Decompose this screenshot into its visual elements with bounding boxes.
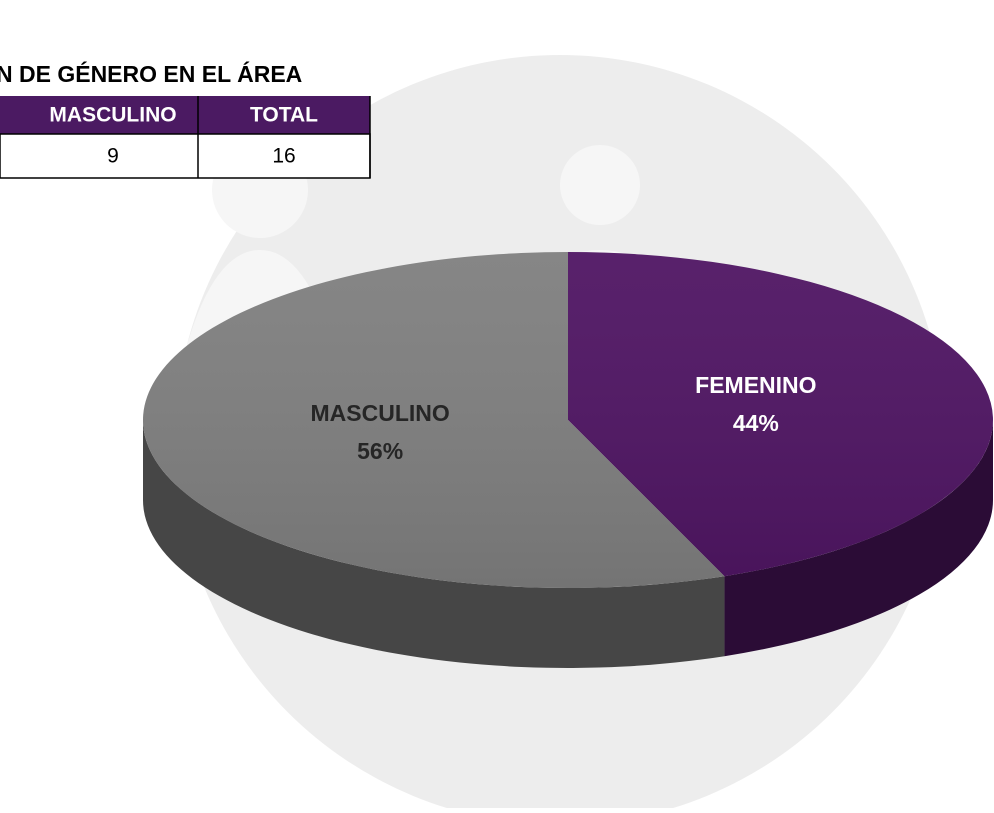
slice-side — [724, 420, 993, 657]
table-title: N DE GÉNERO EN EL ÁREA — [0, 60, 302, 87]
header-row — [0, 96, 370, 134]
pie-shine — [143, 252, 993, 588]
pie-chart: FEMENINO 44% MASCULINO 56% — [143, 252, 994, 668]
slice-side — [143, 420, 725, 668]
slice-category: MASCULINO — [310, 400, 449, 426]
table-cell: 16 — [272, 145, 295, 168]
data-table: MASCULINO TOTAL 9 16 — [0, 96, 371, 179]
slice-value-label: 56% — [357, 438, 403, 464]
slice-category: FEMENINO — [695, 372, 816, 398]
table-cell: 9 — [107, 145, 119, 168]
data-row — [0, 133, 371, 179]
header-cell: MASCULINO — [49, 104, 176, 127]
header-cell: TOTAL — [250, 104, 318, 127]
slice-value-label: 44% — [733, 410, 779, 436]
